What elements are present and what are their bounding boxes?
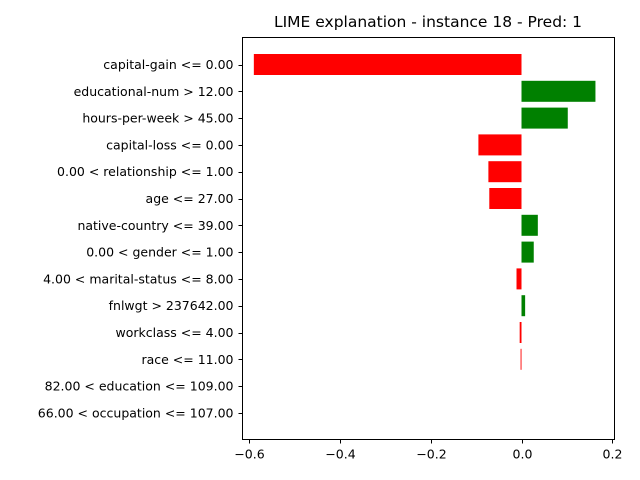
y-tick-label-10: workclass <= 4.00 bbox=[115, 325, 233, 340]
x-tick-label-3: 0.0 bbox=[513, 447, 533, 462]
bar-2 bbox=[521, 107, 568, 129]
bar-9 bbox=[521, 295, 526, 317]
y-tick-label-11: race <= 11.00 bbox=[141, 352, 233, 367]
y-tick-label-0: capital-gain <= 0.00 bbox=[103, 57, 233, 72]
y-tick-label-2: hours-per-week > 45.00 bbox=[82, 111, 233, 126]
bar-3 bbox=[478, 134, 522, 156]
bar-10 bbox=[519, 322, 522, 343]
x-tick-label-4: 0.2 bbox=[603, 447, 623, 462]
y-tick-label-4: 0.00 < relationship <= 1.00 bbox=[57, 164, 233, 179]
y-tick-label-1: educational-num > 12.00 bbox=[74, 84, 234, 99]
y-tick-label-6: native-country <= 39.00 bbox=[77, 218, 233, 233]
bar-1 bbox=[521, 80, 596, 102]
plot-frame bbox=[242, 37, 615, 440]
y-tick-label-8: 4.00 < marital-status <= 8.00 bbox=[43, 271, 233, 286]
x-tick-label-1: −0.4 bbox=[325, 447, 355, 462]
y-tick-labels: capital-gain <= 0.00 educational-num > 12… bbox=[38, 57, 243, 420]
bar-7 bbox=[521, 241, 534, 263]
x-tick-label-0: −0.6 bbox=[234, 447, 264, 462]
bar-4 bbox=[488, 161, 522, 183]
bar-group bbox=[253, 54, 596, 370]
bar-8 bbox=[516, 268, 522, 290]
y-tick-label-5: age <= 27.00 bbox=[146, 191, 234, 206]
bar-0 bbox=[253, 54, 522, 75]
y-tick-label-13: 66.00 < occupation <= 107.00 bbox=[38, 405, 234, 420]
y-tick-label-9: fnlwgt > 237642.00 bbox=[109, 298, 234, 313]
bar-6 bbox=[521, 214, 538, 236]
y-tick-label-7: 0.00 < gender <= 1.00 bbox=[86, 245, 233, 260]
y-tick-label-12: 82.00 < education <= 109.00 bbox=[45, 379, 234, 394]
y-tick-label-3: capital-loss <= 0.00 bbox=[106, 137, 233, 152]
bar-5 bbox=[489, 188, 522, 209]
chart-title: LIME explanation - instance 18 - Pred: 1 bbox=[274, 13, 582, 31]
x-tick-label-2: −0.2 bbox=[416, 447, 446, 462]
x-axis-ticks: −0.6 −0.4 −0.2 0.0 0.2 bbox=[234, 439, 623, 462]
bar-11 bbox=[520, 348, 522, 370]
